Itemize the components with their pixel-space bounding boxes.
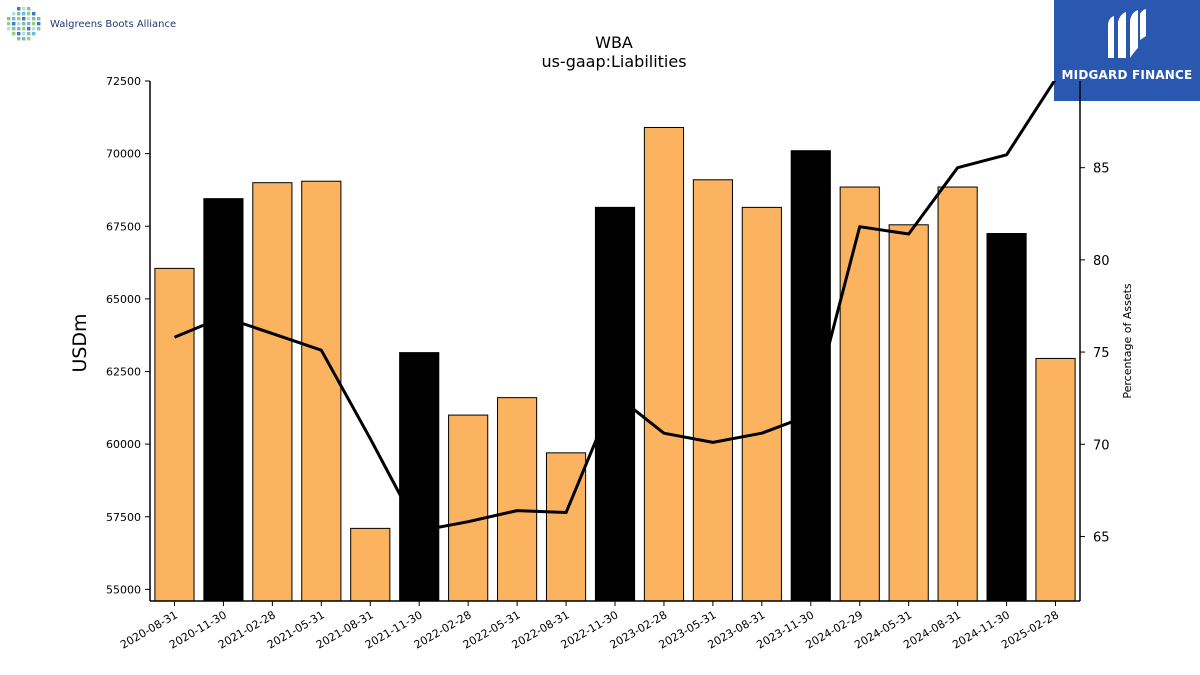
- bar-group: [154, 126, 1076, 602]
- y2-tick-label: 65: [1093, 530, 1110, 545]
- y-tick-label: 65000: [106, 293, 141, 306]
- line-group: [173, 81, 1057, 533]
- bar: [1035, 357, 1076, 602]
- y2-tick-label: 70: [1093, 438, 1110, 453]
- wba-logo-icon: [7, 7, 41, 41]
- y2-tick-label: 85: [1093, 162, 1110, 177]
- y-tick-label: 60000: [106, 438, 141, 451]
- bar: [448, 414, 489, 602]
- percentage-line: [173, 81, 1057, 533]
- chart-subtitle: us-gaap:Liabilities: [541, 52, 686, 71]
- y-tick-label: 57500: [106, 511, 141, 524]
- bar: [497, 397, 538, 602]
- y2-tick-label: 80: [1093, 254, 1110, 269]
- bar: [986, 233, 1027, 602]
- bar: [790, 150, 831, 602]
- bar: [545, 452, 587, 602]
- bar: [741, 206, 782, 602]
- y2-tick-label: 75: [1093, 346, 1110, 361]
- bar: [888, 224, 929, 602]
- bar: [203, 198, 244, 602]
- bar: [692, 179, 733, 602]
- bar: [252, 182, 293, 602]
- y-tick-label: 72500: [106, 75, 141, 88]
- y-tick-label: 67500: [106, 220, 141, 233]
- y-tick-label: 62500: [106, 366, 141, 379]
- midgard-logo-icon: [1108, 9, 1146, 58]
- bar: [301, 180, 342, 602]
- midgard-logo: MIDGARD FINANCE: [1054, 0, 1200, 101]
- bar: [643, 126, 685, 602]
- wba-logo-text: Walgreens Boots Alliance: [50, 18, 177, 30]
- y-axis-label: USDm: [69, 313, 91, 372]
- bar: [937, 186, 978, 602]
- wba-logo: Walgreens Boots Alliance: [4, 4, 176, 44]
- bar: [839, 186, 880, 602]
- bar: [399, 352, 440, 602]
- y2-axis-label: Percentage of Assets: [1121, 283, 1134, 399]
- bar: [350, 527, 391, 602]
- y-tick-label: 70000: [106, 148, 141, 161]
- y-tick-label: 55000: [106, 583, 141, 596]
- bar: [154, 267, 195, 602]
- chart-title: WBA: [595, 33, 633, 52]
- midgard-logo-text: MIDGARD FINANCE: [1061, 68, 1193, 82]
